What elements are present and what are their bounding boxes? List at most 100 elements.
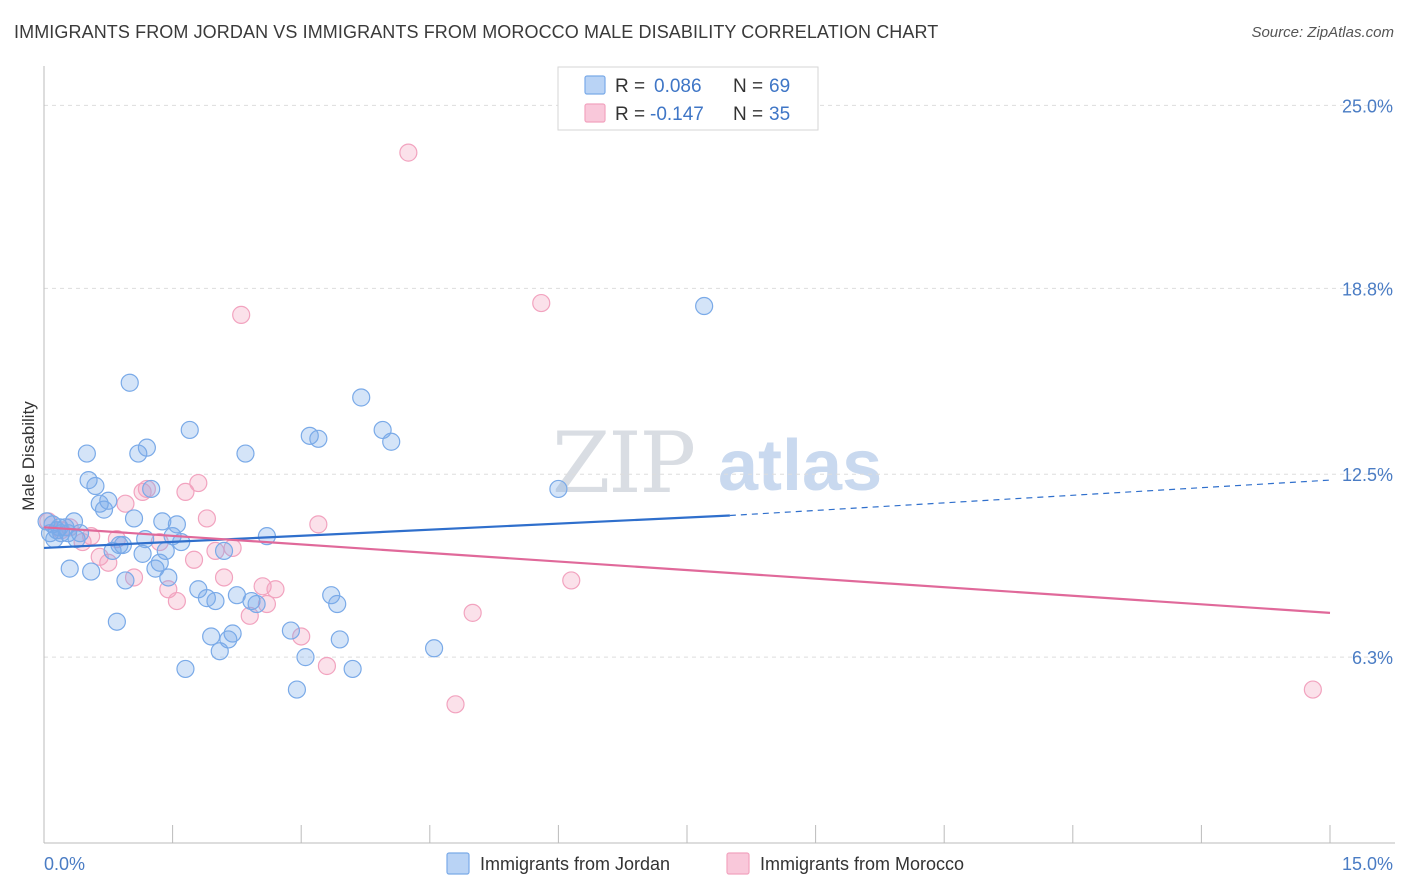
jordan-point-41 (180, 420, 199, 440)
jordan-point-13 (77, 444, 96, 463)
morocco-trend-line (43, 526, 1331, 614)
legend-r-value-morocco: -0.147 (650, 104, 704, 125)
trend-lines (43, 479, 1331, 614)
legend-swatch-morocco (584, 103, 606, 123)
morocco-point-20 (214, 568, 234, 587)
series-legend-swatch-morocco (726, 852, 750, 875)
jordan-trend-line (43, 514, 730, 550)
morocco-point-27 (292, 627, 311, 646)
jordan-point-16 (86, 476, 105, 496)
morocco-point-16 (184, 550, 204, 569)
morocco-point-14 (167, 591, 186, 611)
watermark-atlas: atlas (718, 426, 882, 506)
series-legend-label-jordan: Immigrants from Jordan (480, 854, 670, 874)
legend-r-value-jordan: 0.086 (654, 76, 702, 97)
jordan-point-61 (328, 594, 347, 614)
chart-title: IMMIGRANTS FROM JORDAN VS IMMIGRANTS FRO… (14, 22, 939, 42)
jordan-point-53 (247, 594, 266, 614)
legend-n-value-morocco: 35 (769, 104, 790, 125)
morocco-point-32 (463, 603, 482, 622)
jordan-point-31 (142, 479, 161, 499)
morocco-point-17 (189, 473, 208, 493)
y-tick-label-2: 18.8% (1342, 279, 1393, 299)
jordan-point-9 (60, 559, 79, 578)
morocco-point-6 (99, 553, 118, 572)
jordan-trend-extension (729, 479, 1331, 517)
jordan-point-63 (343, 659, 362, 679)
morocco-point-18 (197, 509, 216, 528)
jordan-point-52 (242, 591, 261, 611)
source-credit: Source: ZipAtlas.com (1251, 24, 1394, 41)
zipatlas-watermark: ZIP atlas (552, 414, 882, 512)
jordan-point-11 (67, 530, 86, 549)
correlation-legend: R = 0.086 N = 69 R = -0.147 N = 35 (557, 66, 819, 131)
jordan-point-59 (309, 429, 328, 448)
jordan-point-62 (330, 630, 349, 649)
jordan-point-64 (352, 388, 371, 407)
morocco-point-26 (266, 580, 285, 599)
y-tick-label-1: 12.5% (1342, 465, 1393, 485)
jordan-point-66 (382, 432, 401, 451)
jordan-point-34 (153, 512, 172, 531)
legend-n-label-jordan: N = (733, 76, 763, 97)
series-legend-swatch-jordan (446, 852, 470, 875)
jordan-point-21 (107, 612, 126, 631)
morocco-point-35 (1303, 680, 1322, 699)
jordan-point-55 (281, 621, 301, 640)
jordan-point-57 (296, 648, 315, 667)
jordan-point-24 (116, 571, 135, 590)
jordan-point-40 (176, 659, 195, 679)
jordan-point-28 (133, 544, 152, 563)
morocco-point-33 (532, 293, 551, 313)
jordan-point-67 (424, 639, 444, 658)
jordan-point-49 (223, 624, 242, 643)
jordan-point-44 (202, 627, 221, 646)
jordan-point-38 (167, 515, 186, 534)
jordan-point-12 (70, 524, 90, 543)
jordan-point-47 (214, 541, 234, 561)
y-tick-label-3: 25.0% (1342, 96, 1393, 116)
jordan-point-56 (287, 680, 307, 699)
jordan-point-26 (124, 509, 144, 528)
morocco-point-31 (446, 695, 465, 714)
series-legend: Immigrants from Jordan Immigrants from M… (446, 852, 964, 875)
gridlines (44, 104, 1395, 658)
axes (43, 66, 1395, 844)
morocco-point-28 (309, 515, 328, 534)
jordan-point-25 (120, 373, 139, 392)
legend-r-label-jordan: R = (615, 76, 645, 97)
morocco-point-34 (562, 571, 581, 590)
morocco-point-25 (257, 594, 277, 614)
y-tick-labels: 6.3% 12.5% 18.8% 25.0% (1342, 96, 1393, 668)
jordan-point-68 (549, 479, 568, 499)
morocco-point-30 (399, 143, 418, 162)
jordan-point-19 (99, 491, 118, 510)
x-tick-label-1: 15.0% (1342, 854, 1393, 874)
series-legend-label-morocco: Immigrants from Morocco (760, 854, 964, 874)
legend-r-label-morocco: R = (615, 104, 645, 125)
morocco-point-11 (137, 479, 156, 499)
legend-n-value-jordan: 69 (769, 76, 790, 97)
y-axis-label: Male Disability (19, 401, 38, 511)
watermark-zip: ZIP (552, 414, 694, 512)
jordan-point-30 (137, 438, 156, 457)
jordan-point-15 (82, 562, 101, 581)
jordan-point-33 (150, 553, 169, 572)
jordan-point-60 (322, 586, 341, 605)
morocco-point-22 (232, 305, 251, 324)
jordan-point-36 (159, 568, 178, 587)
y-tick-label-0: 6.3% (1352, 648, 1393, 668)
x-tick-labels: 0.0% 15.0% (44, 854, 1393, 874)
jordan-point-69 (695, 296, 714, 316)
legend-n-label-morocco: N = (733, 104, 763, 125)
jordan-point-45 (206, 591, 225, 611)
jordan-point-51 (236, 444, 255, 463)
jordan-points (37, 296, 714, 699)
morocco-point-29 (317, 656, 337, 676)
jordan-point-18 (94, 500, 114, 519)
x-tick-label-0: 0.0% (44, 854, 85, 874)
legend-swatch-jordan (584, 75, 606, 95)
morocco-point-8 (116, 494, 135, 513)
morocco-point-15 (176, 482, 195, 502)
